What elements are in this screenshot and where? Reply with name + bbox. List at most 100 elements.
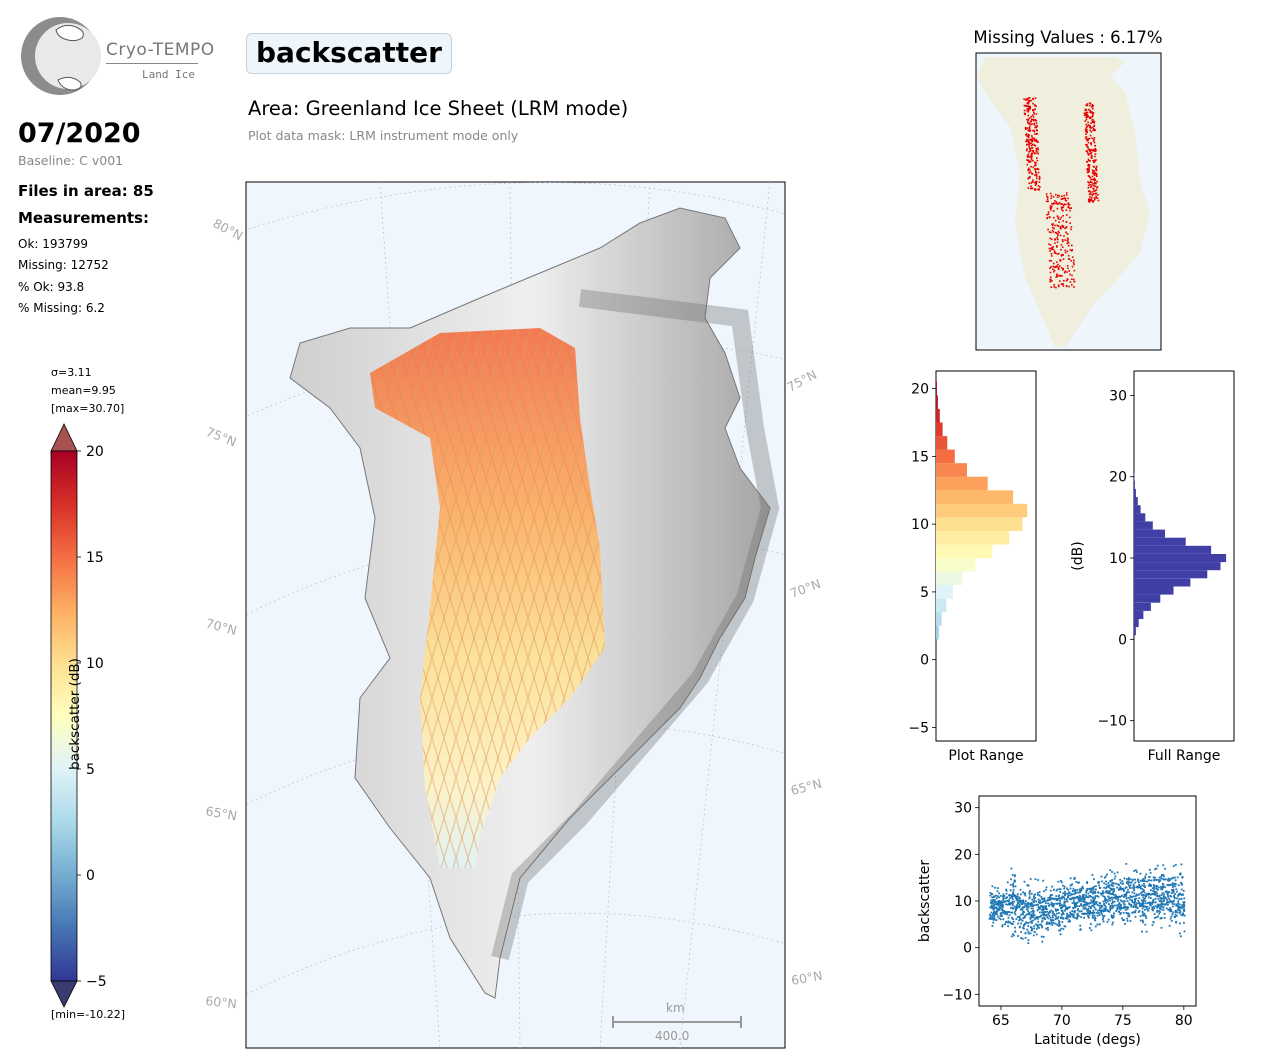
hist-xlabel: Full Range (1148, 748, 1221, 764)
hist-bar-6 (1134, 578, 1191, 587)
scatter-xtick-2: 75 (1114, 1013, 1132, 1029)
logo-name: Cryo-TEMPO (106, 40, 215, 60)
colorbar-tick-2: 10 (86, 656, 104, 672)
hist-ytick-4: 15 (911, 449, 929, 465)
hist-bar-11 (936, 476, 988, 491)
hist-ytick-0: −10 (1097, 714, 1127, 730)
hist-ytick-0: −5 (908, 720, 929, 736)
scatter-points (988, 863, 1186, 944)
hist-bar-9 (1134, 554, 1227, 563)
lat-label-70-right: 70°N (788, 576, 823, 601)
scale-bar-unit: km (666, 1001, 685, 1015)
scale-bar (612, 1016, 742, 1028)
hist-bar-14 (936, 436, 948, 450)
area-title: Area: Greenland Ice Sheet (LRM mode) (248, 97, 629, 120)
hist-bar-4 (1134, 594, 1161, 603)
hist-bar-8 (936, 517, 1023, 531)
lat-label-75-right: 75°N (784, 367, 819, 395)
lat-label-60-right: 60°N (790, 968, 824, 988)
hist-bar-10 (1134, 545, 1212, 554)
colorbar-extend-min (50, 980, 78, 1008)
measurements-heading: Measurements: (18, 209, 149, 227)
lat-label-80: 80°N (211, 215, 246, 243)
colorbar-extend-max (50, 423, 78, 452)
scatter-ytick-3: 20 (954, 847, 972, 863)
hist-bar-4 (936, 571, 963, 586)
variable-title: backscatter (246, 33, 452, 74)
colorbar-tick-5: −5 (86, 974, 107, 990)
lat-label-65-right: 65°N (789, 776, 823, 798)
colorbar-tick-4: 0 (86, 868, 95, 884)
stat-ok: Ok: 193799 (18, 237, 89, 251)
hist-bar-2 (936, 598, 947, 613)
scatter-ytick-0: −10 (942, 987, 972, 1003)
hist-bar-5 (1134, 586, 1174, 595)
missing-values-title: Missing Values : 6.17% (973, 28, 1163, 47)
hist-bar-12 (1134, 529, 1165, 538)
hist-bar-7 (1134, 570, 1208, 579)
full-range-histogram: −10 0 10 20 30 Full Range (dB) (1070, 370, 1235, 764)
hist-bar-16 (936, 408, 940, 423)
hist-bar-13 (936, 449, 955, 464)
hist-bar-15 (1134, 505, 1141, 514)
hist-ytick-4: 30 (1109, 388, 1127, 404)
date-label: 07/2020 (18, 118, 141, 149)
hist-ytick-2: 10 (1109, 551, 1127, 567)
colorbar-min: [min=-10.22] (51, 1008, 126, 1021)
stat-pct-ok: % Ok: 93.8 (18, 280, 85, 294)
hist-bar-2 (1134, 610, 1144, 619)
colorbar-tick-1: 15 (86, 550, 104, 566)
stat-missing: Missing: 12752 (18, 258, 109, 272)
scatter-xtick-0: 65 (992, 1013, 1010, 1029)
plot-mask-note: Plot data mask: LRM instrument mode only (248, 128, 519, 143)
scatter-ytick-2: 10 (954, 894, 972, 910)
hist-bar-19 (1134, 472, 1135, 481)
hist-bar-1 (936, 612, 942, 626)
logo-rule (106, 63, 198, 64)
plot-range-histogram: −5 0 5 10 15 20 Plot Range (908, 370, 1037, 764)
hist-bar-1 (1134, 619, 1139, 628)
hist-bar-12 (936, 463, 967, 477)
files-in-area: Files in area: 85 (18, 182, 154, 200)
missing-map-land (977, 57, 1150, 347)
scatter-xlabel: Latitude (degs) (1034, 1032, 1141, 1048)
hist-bar-13 (1134, 521, 1153, 530)
hist-bar-3 (1134, 602, 1151, 611)
stat-pct-missing: % Missing: 6.2 (18, 301, 105, 315)
lat-label-75-left: 75°N (204, 424, 239, 450)
hist-ytick-5: 20 (911, 382, 929, 398)
missing-values-map (975, 52, 1162, 351)
latitude-scatter-plot: 65 70 75 80 −10 0 10 20 30 Latitude (degs) backsca… (917, 795, 1197, 1048)
hist-bar-0 (936, 625, 939, 640)
greenland-map: 80°N 75°N 70°N 65°N 60°N 75°N 70°N 65°N … (204, 181, 824, 1049)
hist-bar-10 (936, 490, 1014, 504)
hist-ylabel: (dB) (1070, 541, 1086, 570)
colorbar-sigma: σ=3.11 (51, 366, 92, 379)
hist-ytick-2: 5 (920, 585, 929, 601)
lat-label-70-left: 70°N (204, 615, 238, 638)
hist-ytick-1: 0 (920, 653, 929, 669)
hist-bar-16 (1134, 497, 1138, 506)
colorbar-gradient (50, 450, 78, 982)
hist-bar-15 (936, 422, 943, 437)
hist-bar-0 (1134, 627, 1136, 636)
scale-bar-value: 400.0 (655, 1029, 689, 1043)
hist-bar-17 (1134, 488, 1136, 497)
scatter-ylabel: backscatter (917, 860, 933, 942)
scatter-xtick-1: 70 (1053, 1013, 1071, 1029)
colorbar-tick-0: 20 (86, 444, 104, 460)
hist-bar-9 (936, 503, 1028, 518)
logo-subtitle: Land Ice (142, 68, 195, 81)
cryo-tempo-logo (21, 17, 101, 95)
hist-bar-6 (936, 544, 993, 559)
hist-bar-18 (1134, 480, 1135, 489)
hist-bar-17 (936, 395, 938, 409)
hist-bar-14 (1134, 513, 1146, 522)
colorbar-mean: mean=9.95 (51, 384, 116, 397)
hist-ytick-1: 0 (1118, 632, 1127, 648)
hist-bar-7 (936, 530, 1010, 545)
hist-bar-3 (936, 585, 953, 599)
colorbar-label: backscatter (dB) (67, 658, 83, 770)
hist-bar-18 (936, 381, 937, 396)
colorbar-max: [max=30.70] (51, 402, 125, 415)
